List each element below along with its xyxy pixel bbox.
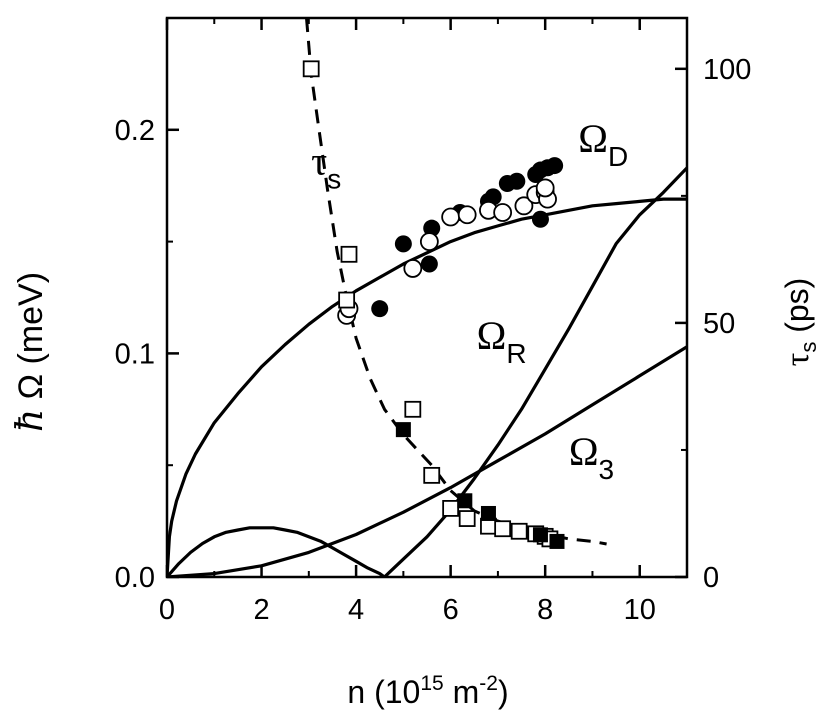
tau-symbol: τ — [779, 353, 816, 367]
data-point-open-circle — [403, 259, 423, 278]
omega-curve-3 — [167, 345, 687, 577]
data-point-open-square — [423, 466, 441, 484]
x-tick-label: 4 — [348, 594, 364, 626]
left-y-tick-label: 0.2 — [115, 115, 155, 147]
data-point-filled-circle — [394, 235, 412, 253]
tau-subscript: s — [796, 342, 821, 353]
left-y-tick-label: 0.0 — [115, 562, 155, 594]
data-point-open-square — [338, 291, 356, 309]
curve-annotation-4: Ω3 — [569, 429, 614, 485]
data-point-filled-square — [395, 422, 411, 438]
annotation-subscript: D — [608, 141, 628, 172]
curve-annotation-1: τs — [311, 139, 341, 195]
curves-group — [167, 18, 687, 577]
left-y-axis-title: ħ Ω (meV) — [10, 272, 51, 432]
data-point-open-square — [404, 400, 422, 418]
data-point-filled-square — [532, 527, 548, 543]
x-tick-label: 10 — [624, 594, 656, 626]
plot-frame — [165, 16, 689, 579]
data-point-filled-circle — [546, 157, 564, 175]
data-point-open-circle — [441, 207, 461, 227]
x-axis-title: n (1015 m-2) — [347, 672, 508, 710]
annotation-subscript: s — [327, 164, 341, 195]
data-point-open-square — [510, 522, 528, 540]
data-point-filled-circle — [371, 300, 389, 318]
annotation-subscript: 3 — [599, 454, 615, 485]
right-y-tick-label: 0 — [703, 562, 719, 594]
right-y-tick-label: 100 — [703, 54, 751, 86]
data-point-filled-circle — [420, 255, 438, 273]
left-y-axis-label: Ω (meV) — [12, 272, 50, 409]
right-y-axis-title: τs (ps) — [779, 278, 821, 367]
hbar-symbol: ħ — [10, 409, 51, 432]
x-tick-label: 0 — [159, 594, 175, 626]
annotation-subscript: R — [506, 338, 526, 369]
left-y-tick-label: 0.1 — [115, 338, 155, 370]
data-point-open-circle — [493, 203, 513, 222]
curve-annotation-3: ΩR — [477, 313, 527, 369]
right-y-tick-label: 50 — [703, 308, 735, 340]
omega-curve-1 — [167, 197, 687, 577]
data-point-open-square — [302, 60, 320, 78]
data-point-filled-square — [480, 505, 496, 521]
data-point-filled-square — [549, 533, 565, 549]
annotation-symbol: τ — [311, 139, 327, 184]
annotation-symbol: Ω — [569, 429, 599, 474]
data-point-open-circle — [419, 232, 439, 252]
svg-text:ħ Ω (meV): ħ Ω (meV) — [10, 272, 51, 432]
tau-s-dashed-curve — [305, 18, 607, 546]
curve-annotation-2: ΩD — [578, 116, 628, 172]
data-point-open-square — [458, 510, 476, 527]
data-point-open-circle — [535, 178, 555, 198]
omega-curve-2 — [167, 166, 687, 577]
data-point-open-circle — [514, 196, 534, 216]
data-point-filled-circle — [531, 210, 549, 228]
annotation-symbol: Ω — [578, 116, 608, 161]
data-point-open-square — [442, 499, 460, 517]
data-point-filled-square — [457, 493, 473, 509]
data-point-open-square — [340, 245, 358, 263]
data-point-open-circle — [457, 205, 477, 225]
annotation-symbol: Ω — [477, 313, 507, 358]
x-tick-label: 2 — [253, 594, 269, 626]
x-tick-label: 6 — [443, 594, 459, 626]
x-tick-label: 8 — [537, 594, 553, 626]
data-point-filled-circle — [508, 172, 526, 190]
svg-text:τs (ps): τs (ps) — [779, 278, 821, 367]
right-y-axis-unit: (ps) — [779, 278, 815, 342]
data-point-open-square — [494, 520, 512, 538]
